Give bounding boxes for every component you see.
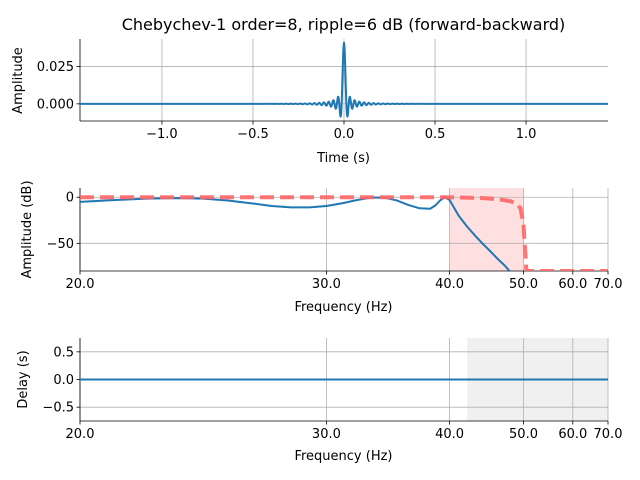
impulse-response-panel: Chebychev-1 order=8, ripple=6 dB (forwar…: [11, 15, 608, 166]
x-tick-label: 1.0: [516, 127, 537, 142]
y-axis-label: Delay (s): [16, 350, 31, 408]
y-tick-label: 0.0: [53, 373, 74, 388]
x-tick-label: 70.0: [594, 277, 623, 292]
x-axis-label: Frequency (Hz): [294, 449, 392, 464]
y-tick-label: 0: [66, 191, 74, 206]
x-tick-label: 0.5: [425, 127, 446, 142]
ideal-response-line: [80, 195, 608, 271]
y-axis-label: Amplitude (dB): [20, 180, 35, 278]
group-delay-panel: Delay (s) Frequency (Hz) 20.0 30.0 40.0 50.…: [16, 338, 622, 464]
y-tick-label: −50: [47, 237, 74, 252]
x-tick-label: 20.0: [66, 427, 95, 442]
chart-title: Chebychev-1 order=8, ripple=6 dB (forwar…: [122, 15, 566, 34]
y-tick-label: −0.5: [42, 401, 74, 416]
x-axis-label: Time (s): [316, 151, 370, 166]
x-tick-label: 40.0: [435, 277, 464, 292]
x-tick-label: 70.0: [594, 427, 623, 442]
y-tick-label: 0.000: [37, 97, 74, 112]
x-tick-label: 0.0: [334, 127, 355, 142]
y-tick-label: 0.025: [37, 60, 74, 75]
data-line: [80, 41, 608, 118]
x-axis-label: Frequency (Hz): [294, 300, 392, 315]
x-tick-label: 60.0: [558, 427, 587, 442]
magnitude-response-panel: Amplitude (dB) Frequency (Hz) 20.0 30.0 40…: [20, 180, 622, 315]
x-tick-label: 30.0: [312, 277, 341, 292]
x-tick-label: 20.0: [66, 277, 95, 292]
data-line: [80, 196, 511, 271]
y-axis-label: Amplitude: [11, 47, 26, 114]
y-tick-label: 0.5: [53, 345, 74, 360]
x-tick-label: 60.0: [558, 277, 587, 292]
x-tick-label: 40.0: [435, 427, 464, 442]
x-tick-label: −1.0: [146, 127, 178, 142]
x-tick-label: 30.0: [312, 427, 341, 442]
x-tick-label: 50.0: [509, 427, 538, 442]
x-tick-label: 50.0: [509, 277, 538, 292]
x-tick-label: −0.5: [237, 127, 269, 142]
